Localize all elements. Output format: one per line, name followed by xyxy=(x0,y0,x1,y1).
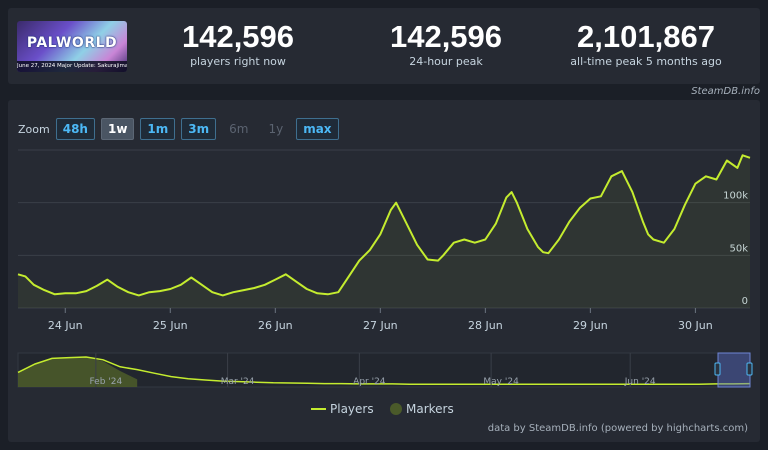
y-tick-label: 0 xyxy=(742,296,748,307)
stat-label: players right now xyxy=(190,55,286,68)
stat-value: 2,101,867 xyxy=(577,19,715,54)
navigator-month-label: Feb '24 xyxy=(89,377,122,387)
stats-panel: PALWORLD June 27, 2024 Major Update: Sak… xyxy=(8,8,760,84)
legend-players-label[interactable]: Players xyxy=(330,402,374,416)
stat-current-players: 142,596 players right now xyxy=(138,20,338,70)
stat-value: 142,596 xyxy=(389,19,503,54)
y-tick-label: 50k xyxy=(729,243,748,254)
highcharts-credit[interactable]: data by SteamDB.info (powered by highcha… xyxy=(487,423,748,434)
navigator-left-handle[interactable] xyxy=(714,362,721,376)
navigator[interactable]: Feb '24 Mar '24 Apr '24 May '24 Jun '24 xyxy=(17,352,753,388)
stat-all-time-peak: 2,101,867 all-time peak 5 months ago xyxy=(546,20,746,70)
stat-24h-peak: 142,596 24-hour peak xyxy=(346,20,546,70)
navigator-right-handle[interactable] xyxy=(746,362,753,376)
zoom-1m-button[interactable]: 1m xyxy=(140,118,176,140)
navigator-month-label: Apr '24 xyxy=(353,377,386,387)
navigator-players-line xyxy=(17,356,751,385)
x-axis-ticks: 24 Jun 25 Jun 26 Jun 27 Jun 28 Jun 29 Jun 30 J… xyxy=(48,308,713,332)
zoom-bar: Zoom 48h 1w 1m 3m 6m 1y max xyxy=(18,118,345,140)
stat-label: all-time peak 5 months ago xyxy=(570,55,722,68)
zoom-1y-button: 1y xyxy=(268,122,284,136)
x-tick-label: 25 Jun xyxy=(153,319,188,332)
navigator-month-label: May '24 xyxy=(483,377,519,387)
x-tick-label: 24 Jun xyxy=(48,319,83,332)
x-tick-label: 30 Jun xyxy=(678,319,713,332)
navigator-month-label: Jun '24 xyxy=(624,377,656,387)
logo-caption: June 27, 2024 Major Update: Sakurajima xyxy=(17,61,127,72)
stat-label: 24-hour peak xyxy=(409,55,483,68)
navigator-markers-area xyxy=(18,357,138,387)
stat-value: 142,596 xyxy=(181,19,295,54)
game-logo[interactable]: PALWORLD June 27, 2024 Major Update: Sak… xyxy=(17,21,127,72)
zoom-1w-button[interactable]: 1w xyxy=(100,118,135,140)
chart-panel: Zoom 48h 1w 1m 3m 6m 1y max 0 50k 100k 24 … xyxy=(8,100,760,442)
x-tick-label: 29 Jun xyxy=(573,319,608,332)
x-tick-label: 27 Jun xyxy=(363,319,398,332)
navigator-month-label: Mar '24 xyxy=(221,377,255,387)
zoom-max-button[interactable]: max xyxy=(296,118,339,140)
steamdb-credit-link[interactable]: SteamDB.info xyxy=(691,86,760,97)
legend-markers-swatch xyxy=(390,403,402,415)
players-line[interactable] xyxy=(17,154,751,297)
x-tick-label: 28 Jun xyxy=(468,319,503,332)
zoom-6m-button: 6m xyxy=(229,122,249,136)
x-tick-label: 26 Jun xyxy=(258,319,293,332)
zoom-3m-button[interactable]: 3m xyxy=(181,118,217,140)
players-area xyxy=(18,155,750,308)
legend: Players Markers xyxy=(311,402,454,416)
navigator-selection[interactable] xyxy=(717,352,751,388)
y-tick-label: 100k xyxy=(723,191,748,202)
logo-title: PALWORLD xyxy=(26,35,118,51)
legend-markers-label[interactable]: Markers xyxy=(406,402,454,416)
y-axis-ticks: 0 50k 100k xyxy=(723,191,748,307)
grid-lines xyxy=(18,149,750,309)
zoom-label: Zoom xyxy=(18,122,50,136)
zoom-48h-button[interactable]: 48h xyxy=(55,118,95,140)
